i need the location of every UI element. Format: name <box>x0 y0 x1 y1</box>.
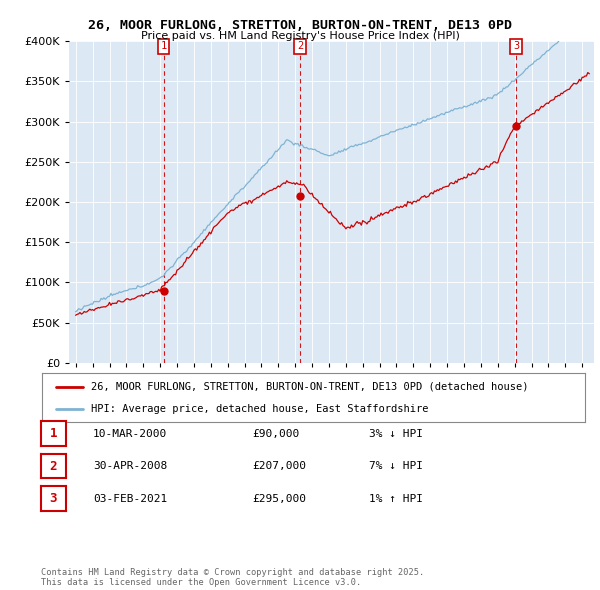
Text: 10-MAR-2000: 10-MAR-2000 <box>93 429 167 438</box>
Text: 2: 2 <box>297 41 303 51</box>
Text: 3% ↓ HPI: 3% ↓ HPI <box>369 429 423 438</box>
Text: 2: 2 <box>50 460 57 473</box>
Text: £90,000: £90,000 <box>252 429 299 438</box>
Text: 1: 1 <box>50 427 57 440</box>
Text: 03-FEB-2021: 03-FEB-2021 <box>93 494 167 503</box>
Text: Contains HM Land Registry data © Crown copyright and database right 2025.
This d: Contains HM Land Registry data © Crown c… <box>41 568 424 587</box>
Text: 3: 3 <box>50 492 57 505</box>
Text: 3: 3 <box>513 41 519 51</box>
Text: 1% ↑ HPI: 1% ↑ HPI <box>369 494 423 503</box>
Text: £295,000: £295,000 <box>252 494 306 503</box>
Text: 1: 1 <box>161 41 167 51</box>
Text: 26, MOOR FURLONG, STRETTON, BURTON-ON-TRENT, DE13 0PD: 26, MOOR FURLONG, STRETTON, BURTON-ON-TR… <box>88 19 512 32</box>
Text: 26, MOOR FURLONG, STRETTON, BURTON-ON-TRENT, DE13 0PD (detached house): 26, MOOR FURLONG, STRETTON, BURTON-ON-TR… <box>91 382 529 392</box>
Text: 30-APR-2008: 30-APR-2008 <box>93 461 167 471</box>
Text: 7% ↓ HPI: 7% ↓ HPI <box>369 461 423 471</box>
Text: Price paid vs. HM Land Registry's House Price Index (HPI): Price paid vs. HM Land Registry's House … <box>140 31 460 41</box>
Text: £207,000: £207,000 <box>252 461 306 471</box>
Text: HPI: Average price, detached house, East Staffordshire: HPI: Average price, detached house, East… <box>91 404 428 414</box>
